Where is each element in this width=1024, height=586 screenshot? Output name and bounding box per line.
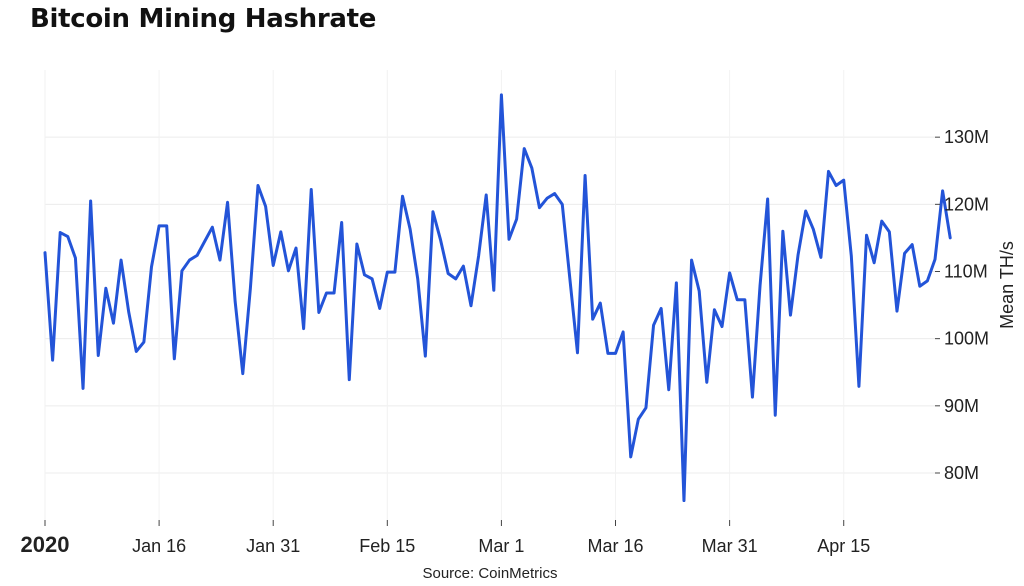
series-line-layer xyxy=(43,93,952,503)
hashrate-series-line xyxy=(43,93,952,503)
y-tick-label: 110M xyxy=(944,261,988,281)
y-tick-label: 120M xyxy=(944,194,989,214)
chart-title: Bitcoin Mining Hashrate xyxy=(30,4,377,34)
x-tick-label: Mar 1 xyxy=(478,536,524,556)
y-tick-label: 130M xyxy=(944,127,989,147)
y-tick-label: 80M xyxy=(944,463,979,483)
y-axis-ticks: 80M 90M 100M 110M 120M 130M xyxy=(935,127,989,483)
x-tick-label: Mar 16 xyxy=(587,536,643,556)
x-tick-label: Apr 15 xyxy=(817,536,870,556)
x-tick-label: 2020 xyxy=(21,532,70,557)
y-tick-label: 90M xyxy=(944,396,979,416)
x-tick-label: Feb 15 xyxy=(359,536,415,556)
y-axis-label: Mean TH/s xyxy=(997,241,1017,329)
x-tick-label: Jan 31 xyxy=(246,536,300,556)
x-tick-label: Mar 31 xyxy=(702,536,758,556)
grid-lines xyxy=(44,70,935,520)
x-tick-label: Jan 16 xyxy=(132,536,186,556)
x-axis-ticks: 2020 Jan 16 Jan 31 Feb 15 Mar 1 Mar 16 Mar 31 A… xyxy=(21,520,870,557)
y-tick-label: 100M xyxy=(944,329,989,349)
source-note: Source: CoinMetrics xyxy=(422,565,557,582)
